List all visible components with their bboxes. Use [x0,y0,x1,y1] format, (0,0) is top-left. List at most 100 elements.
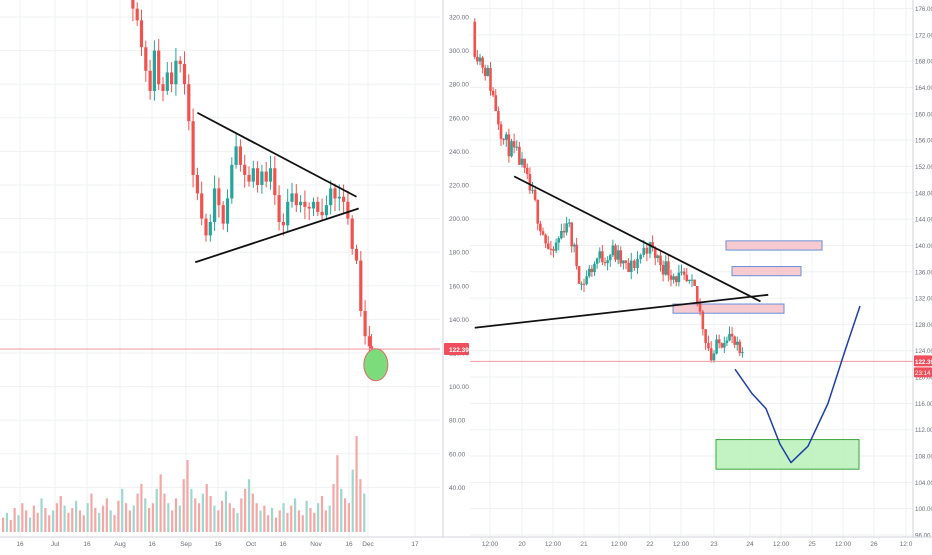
time-tick-label: 24 [746,541,754,548]
time-tick-label: 16 [83,541,91,548]
time-tick-label: 21 [580,541,588,548]
candle-body [191,121,195,175]
volume-bar [17,515,20,532]
volume-bar [51,510,55,532]
volume-bar [186,460,189,532]
candle-body [701,311,705,330]
candle-body [486,67,490,76]
candle-body [624,260,628,263]
candle-body [611,245,615,256]
price-tick-label: 136.00 [915,269,932,276]
volume-bar [228,503,231,532]
right-chart-panel[interactable]: 176.00 172.00 168.00 164.00 160.00 156.00 152.… [470,0,932,550]
countdown-label: 23:14 [915,370,931,377]
volume-bar [274,517,277,532]
left-candles [131,0,374,355]
candle-body [187,84,191,122]
volume-bar [159,474,162,532]
volume-bar [44,508,47,532]
volume-bar [232,508,235,532]
volume-bar [359,479,362,532]
axis-background [443,0,470,550]
price-tick-label: 280.00 [449,82,469,89]
candle-body [294,193,298,206]
candle-body [733,336,736,345]
candle-body [707,342,710,349]
candle-body [735,341,739,345]
time-tick-label: 12:00 [545,541,562,548]
right-time-axis[interactable]: 12:00 20 12:00 21 12:00 22 12:00 23 24 12:00 25 12:… [470,536,932,548]
candle-body [601,251,604,263]
candle-body [329,188,333,206]
time-tick-label: 16 [16,541,24,548]
candle-body [570,222,574,247]
time-tick-label: 12:0 [900,541,913,548]
price-tick-label: 104.00 [915,480,932,487]
candle-body [616,250,620,260]
volume-bar [105,498,108,532]
volume-bar [270,508,274,532]
price-tick-label: 260.00 [449,115,469,122]
left-price-axis[interactable]: 320.00 300.00 280.00 260.00 240.00 220.00 200.… [442,0,470,550]
volume-bar [267,515,270,532]
time-tick-label: 25 [808,541,816,548]
price-tick-label: 156.00 [915,138,932,145]
volume-bar [90,493,93,532]
time-tick-label: 16 [345,541,353,548]
volume-bar [247,479,251,532]
volume-bar [151,503,155,532]
trendline [474,293,769,329]
time-tick-label: Aug [114,541,126,548]
candle-body [549,248,553,250]
volume-bar [297,510,301,532]
volume-bar [309,508,312,532]
price-tick-label: 96.00 [915,532,931,539]
right-candles [473,18,744,363]
volume-bar [21,503,24,532]
candle-body [518,146,521,165]
candle-body [639,254,642,260]
zone-rectangle [725,240,823,251]
candle-body [502,138,505,140]
candle-body [208,221,212,236]
left-time-axis[interactable]: 16 Jul 16 Aug 16 Sep 16 Oct 16 Nov 16 Dec 17 [0,536,470,548]
price-tick-label: 120.00 [915,375,932,382]
right-price-axis[interactable]: 176.00 172.00 168.00 164.00 160.00 156.00 152.… [912,0,932,550]
candle-body [135,8,139,21]
volume-bar [174,498,178,532]
volume-bar [221,500,224,532]
candle-body [572,244,576,247]
volume-bar [140,484,143,532]
volume-bar [294,498,297,532]
time-tick-label: Nov [310,541,322,548]
candle-body [139,20,144,48]
countdown-tag [914,367,932,378]
candle-body [481,57,484,68]
time-tick-label: 16 [214,541,222,548]
candle-body [515,146,519,148]
candle-body [723,343,726,348]
volume-bar [132,505,135,532]
volume-bar [67,512,70,532]
price-tick-label: 60.00 [449,451,466,458]
candle-body [286,201,290,226]
candle-body [552,249,555,251]
candle-body [642,247,646,255]
candle-body [307,206,311,209]
volume-bar [5,512,9,532]
volume-bar [109,510,112,532]
left-chart-panel[interactable]: 320.00 300.00 280.00 260.00 240.00 220.00 200.… [0,0,470,550]
candle-body [531,189,534,191]
candle-body [661,264,665,275]
volume-bar [328,505,331,532]
volume-bar [94,508,97,532]
volume-bar [155,488,158,532]
volume-bar [236,512,239,532]
candle-body [200,193,204,219]
time-tick-label: 12:00 [482,541,499,548]
volume-bar [347,503,350,532]
candle-body [131,0,135,9]
candle-body [221,205,225,224]
price-tick-label: 172.00 [915,32,932,39]
